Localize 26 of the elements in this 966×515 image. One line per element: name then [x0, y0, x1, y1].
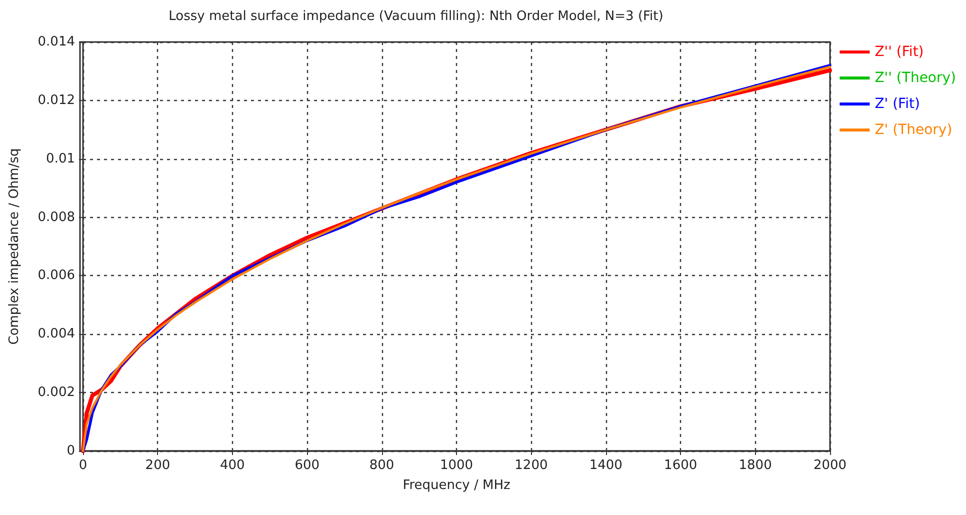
x-tick-label: 200: [145, 458, 170, 473]
x-tick-label: 1600: [664, 458, 698, 473]
y-tick-label: 0.006: [38, 268, 75, 284]
y-tick-label: 0.01: [46, 151, 75, 166]
legend-label: Z' (Fit): [874, 96, 920, 112]
y-tick-label: 0.008: [38, 210, 75, 225]
chart-title: Lossy metal surface impedance (Vacuum filling): Nth Order Model, N=3 (Fit): [168, 9, 664, 24]
y-tick-label: 0.014: [38, 34, 75, 50]
x-tick-label: 1800: [738, 458, 772, 473]
y-axis-title: Complex impedance / Ohm/sq: [7, 148, 22, 345]
x-tick-label: 800: [369, 458, 394, 473]
y-tick-label: 0.004: [38, 326, 75, 342]
x-axis-title: Frequency / MHz: [402, 478, 510, 493]
y-tick-label: 0.002: [38, 385, 75, 400]
x-tick-label: 1200: [514, 458, 548, 473]
legend-label: Z' (Theory): [874, 122, 952, 138]
y-tick-label: 0.012: [38, 92, 75, 108]
y-tick-label: 0: [66, 444, 75, 458]
x-tick-label: 600: [294, 458, 320, 473]
x-tick-label: 400: [220, 458, 245, 473]
legend-label: Z'' (Fit): [874, 44, 924, 60]
x-tick-label: 2000: [813, 458, 847, 473]
legend-label: Z'' (Theory): [874, 70, 956, 86]
x-tick-label: 0: [78, 458, 88, 473]
x-tick-label: 1000: [440, 458, 474, 473]
x-tick-label: 1400: [589, 458, 622, 473]
